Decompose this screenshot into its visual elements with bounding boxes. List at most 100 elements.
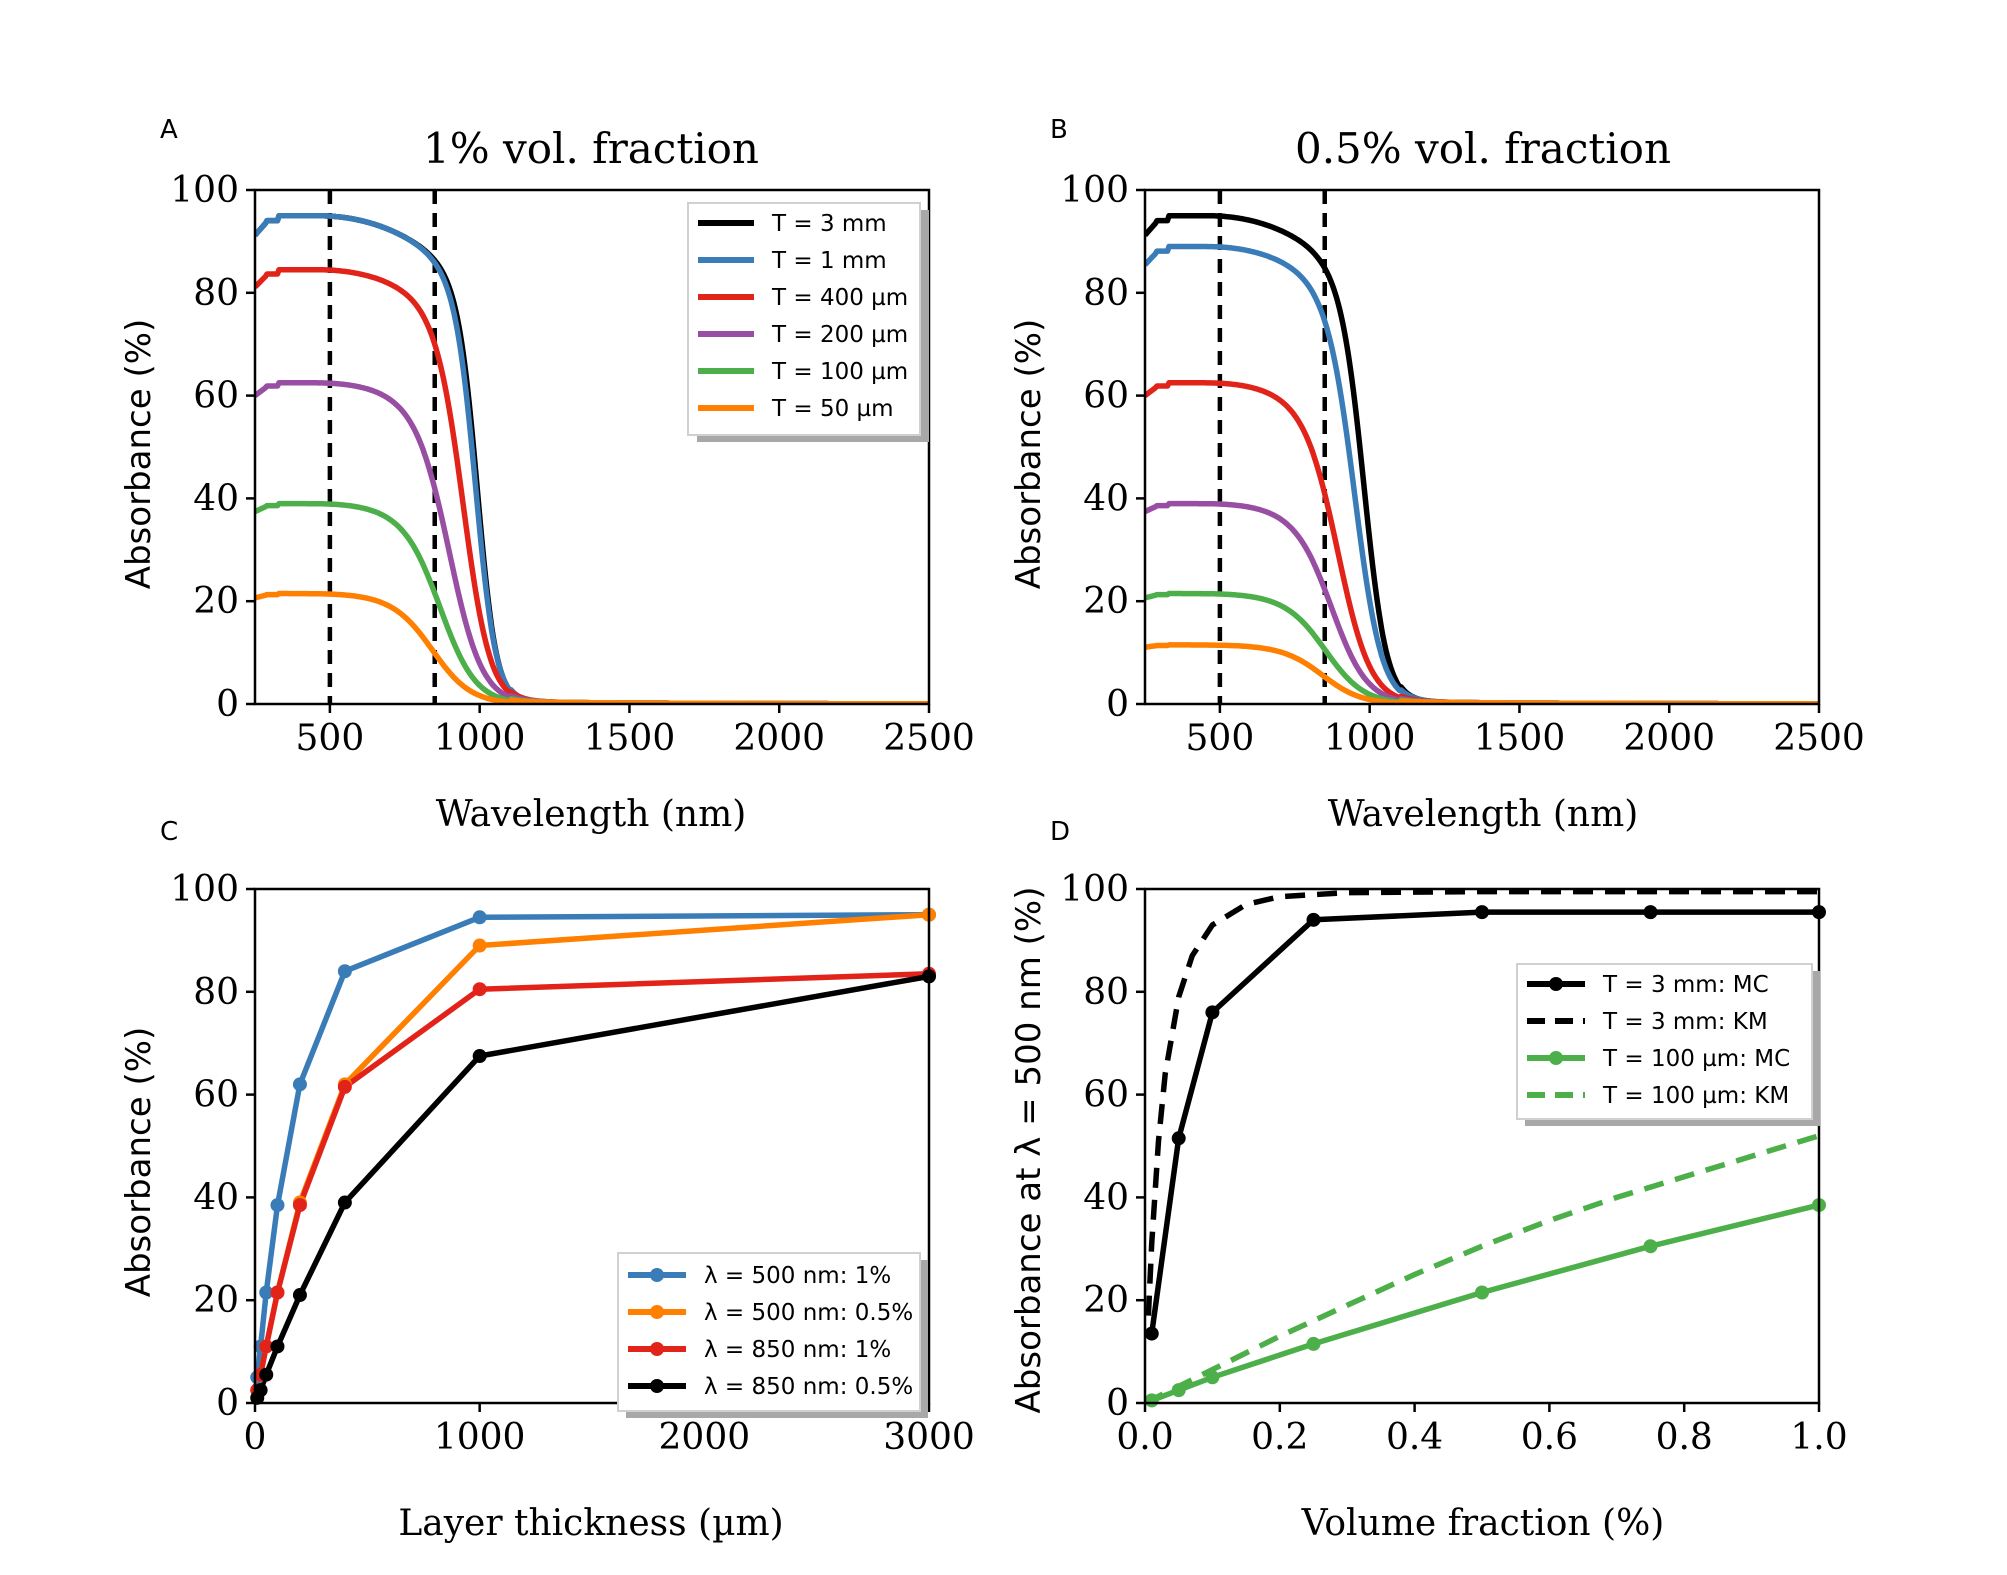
panel-c-xtick-label: 0 bbox=[244, 1417, 267, 1458]
panel-d-data-point bbox=[1144, 1326, 1159, 1341]
legend-label: T = 200 µm bbox=[771, 322, 908, 348]
panel-d-series-line bbox=[1145, 889, 1819, 1316]
panel-c-axes-frame bbox=[253, 887, 931, 1405]
legend-label: T = 100 µm: KM bbox=[1602, 1083, 1789, 1109]
legend-marker bbox=[650, 1379, 664, 1393]
panel-c-data-point bbox=[259, 1367, 274, 1382]
panel-d-axes-frame bbox=[1143, 887, 1821, 1405]
panel-c-ytick-label: 20 bbox=[193, 1280, 239, 1321]
panel-a-title: 1% vol. fraction bbox=[423, 124, 759, 173]
panel-c: C Layer thickness (µm) Absorbance (%) 0 1… bbox=[119, 817, 975, 1544]
panel-a-plot: 500 1000 1500 2000 2500 0 20 40 60 80 100 bbox=[170, 170, 975, 759]
panel-d-data-point bbox=[1205, 1370, 1220, 1385]
panel-d-data-point bbox=[1306, 912, 1321, 927]
panel-b: B 0.5% vol. fraction Wavelength (nm) Abs… bbox=[1009, 115, 1865, 835]
panel-d-data-point bbox=[1171, 1383, 1186, 1398]
panel-c-data-point bbox=[270, 1198, 285, 1213]
legend-label: λ = 850 nm: 0.5% bbox=[704, 1374, 913, 1400]
panel-d-data-point bbox=[1205, 1005, 1220, 1020]
panel-a-ytick-label: 20 bbox=[193, 581, 239, 622]
panel-a-letter: A bbox=[160, 115, 178, 145]
panel-c-data-point bbox=[292, 1198, 307, 1213]
panel-a-ytick-label: 60 bbox=[193, 376, 239, 417]
panel-c-data-point bbox=[472, 910, 487, 925]
panel-c-ytick-label: 100 bbox=[170, 869, 239, 910]
panel-d-xtick-label: 0.2 bbox=[1251, 1417, 1308, 1458]
panel-d-xlabel: Volume fraction (%) bbox=[1301, 1503, 1665, 1544]
panel-d-legend: T = 3 mm: MC T = 3 mm: KM T = 100 µm: MC T … bbox=[1516, 963, 1820, 1126]
panel-a-axes-frame bbox=[253, 188, 931, 706]
panel-b-ytick-label: 80 bbox=[1083, 273, 1129, 314]
legend-label: T = 400 µm bbox=[771, 285, 908, 311]
panel-d-data-point bbox=[1306, 1336, 1321, 1351]
panel-d-xtick-label: 1.0 bbox=[1790, 1417, 1847, 1458]
legend-marker bbox=[1549, 977, 1563, 991]
legend-label: T = 100 µm: MC bbox=[1602, 1046, 1790, 1072]
panel-b-xtick-label: 1500 bbox=[1474, 718, 1566, 759]
panel-d-series-line bbox=[1145, 1133, 1819, 1403]
panel-a-legend: T = 3 mm T = 1 mm T = 400 µm T = 200 µm T = … bbox=[687, 202, 929, 442]
panel-d-data-point bbox=[1475, 1285, 1489, 1300]
legend-label: T = 3 mm bbox=[771, 211, 887, 237]
panel-d-data-point bbox=[1643, 905, 1658, 920]
panel-c-letter: C bbox=[160, 817, 178, 847]
legend-label: T = 3 mm: MC bbox=[1602, 972, 1769, 998]
panel-d-ylabel: Absorbance at λ = 500 nm (%) bbox=[1009, 887, 1049, 1414]
panel-c-xtick-label: 3000 bbox=[883, 1417, 975, 1458]
panel-c-xtick-label: 1000 bbox=[434, 1417, 526, 1458]
panel-a: A 1% vol. fraction Wavelength (nm) Absor… bbox=[119, 115, 975, 835]
panel-a-legend-box bbox=[687, 202, 921, 436]
legend-label: T = 1 mm bbox=[771, 248, 887, 274]
legend-marker bbox=[650, 1268, 664, 1282]
legend-label: T = 100 µm bbox=[771, 359, 908, 385]
panel-d-data-point bbox=[1475, 905, 1489, 920]
panel-d-data-point bbox=[1144, 1393, 1159, 1408]
legend-label: T = 3 mm: KM bbox=[1602, 1009, 1768, 1035]
panel-c-xtick-label: 2000 bbox=[659, 1417, 751, 1458]
panel-a-ytick-label: 80 bbox=[193, 273, 239, 314]
panel-d-ytick-label: 40 bbox=[1083, 1177, 1129, 1218]
panel-c-data-point bbox=[472, 1049, 487, 1064]
panel-b-ytick-label: 100 bbox=[1060, 170, 1129, 211]
panel-c-data-point bbox=[337, 1195, 352, 1210]
panel-d-ytick-label: 80 bbox=[1083, 972, 1129, 1013]
panel-a-xtick-label: 2500 bbox=[883, 718, 975, 759]
legend-marker bbox=[650, 1305, 664, 1319]
panel-c-ytick-label: 80 bbox=[193, 972, 239, 1013]
panel-c-data-point bbox=[253, 1383, 268, 1398]
panel-c-ylabel: Absorbance (%) bbox=[119, 1027, 159, 1298]
panel-d-letter: D bbox=[1050, 817, 1070, 847]
panel-b-ytick-label: 0 bbox=[1106, 684, 1129, 725]
panel-c-data-point bbox=[472, 938, 487, 953]
panel-d-ytick-label: 20 bbox=[1083, 1280, 1129, 1321]
panel-d-data-point bbox=[1171, 1131, 1186, 1146]
panel-d-data-point bbox=[1643, 1239, 1658, 1254]
panel-b-ylabel: Absorbance (%) bbox=[1009, 319, 1049, 590]
panel-c-data-point bbox=[292, 1077, 307, 1092]
panel-a-xtick-label: 500 bbox=[296, 718, 365, 759]
panel-d-ytick-label: 60 bbox=[1083, 1075, 1129, 1116]
panel-c-ytick-label: 0 bbox=[216, 1383, 239, 1424]
panel-d-xtick-label: 0.4 bbox=[1386, 1417, 1443, 1458]
legend-marker bbox=[650, 1342, 664, 1356]
panel-d-xtick-label: 0.6 bbox=[1521, 1417, 1578, 1458]
panel-c-data-point bbox=[337, 964, 352, 979]
panel-a-ytick-label: 100 bbox=[170, 170, 239, 211]
panel-c-data-point bbox=[270, 1285, 285, 1300]
panel-c-data-point bbox=[472, 982, 487, 997]
panel-c-plot: 0 1000 2000 3000 0 20 40 60 80 100 bbox=[170, 869, 975, 1458]
panel-b-ytick-label: 40 bbox=[1083, 478, 1129, 519]
panel-c-data-point bbox=[292, 1288, 307, 1303]
panel-b-xlabel: Wavelength (nm) bbox=[1328, 794, 1639, 835]
panel-a-ylabel: Absorbance (%) bbox=[119, 319, 159, 590]
legend-label: T = 50 µm bbox=[771, 396, 894, 422]
panel-a-xtick-label: 1500 bbox=[584, 718, 676, 759]
panel-d-xtick-label: 0.0 bbox=[1116, 1417, 1173, 1458]
panel-c-ytick-label: 60 bbox=[193, 1075, 239, 1116]
panel-d-plot: 0.0 0.2 0.4 0.6 0.8 1.0 0 20 40 60 80 100 bbox=[1060, 869, 1847, 1458]
panel-d-xtick-label: 0.8 bbox=[1656, 1417, 1713, 1458]
panel-c-legend: λ = 500 nm: 1% λ = 500 nm: 0.5% λ = 850 nm… bbox=[617, 1252, 928, 1418]
panel-d-ytick-label: 100 bbox=[1060, 869, 1129, 910]
panel-b-xtick-label: 1000 bbox=[1324, 718, 1416, 759]
